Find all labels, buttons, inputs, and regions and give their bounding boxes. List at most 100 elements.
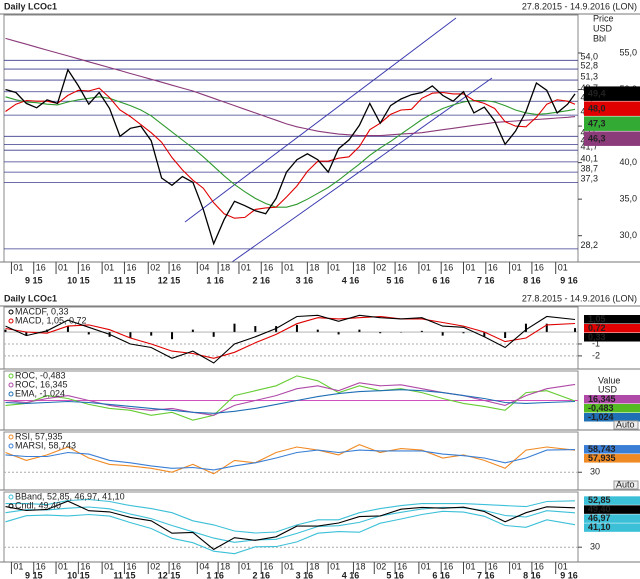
histogram-bar (233, 323, 236, 333)
histogram-bar (129, 332, 132, 338)
level-label: 37,3 (580, 174, 598, 184)
histogram-bar (420, 330, 423, 333)
x-month-label: 9 16 (560, 275, 578, 285)
value-tag (584, 116, 640, 131)
y-tick-label: 30,0 (619, 230, 637, 240)
histogram-bar (574, 328, 577, 333)
legend-label: RSI, 57,935 (15, 431, 63, 441)
value-tag (584, 514, 640, 523)
x-tick-label: 04 (199, 262, 209, 272)
histogram-bar (545, 323, 548, 333)
value-tag (584, 395, 640, 404)
x-tick-label: 04 (199, 561, 209, 571)
value-tag-label: -1,024 (588, 412, 614, 422)
histogram-bar (441, 332, 444, 336)
x-tick-label: 16 (263, 561, 273, 571)
histogram-bar (171, 332, 174, 340)
histogram-bar (66, 326, 69, 333)
auto-button (613, 420, 639, 430)
x-tick-label: 01 (558, 262, 568, 272)
series-line (5, 500, 576, 551)
series-line (5, 37, 576, 137)
x-tick-label: 01 (421, 262, 431, 272)
value-tag (584, 523, 640, 532)
x-tick-label: 01 (104, 561, 114, 571)
value-tag-label: 46,3 (588, 133, 606, 143)
y-tick-label: 40,0 (619, 157, 637, 167)
value-tag-label: 0,72 (588, 323, 606, 333)
histogram-bar (150, 332, 153, 336)
value-tag (584, 454, 640, 463)
x-tick-label: 16 (80, 561, 90, 571)
y-tick-label: 55,0 (619, 47, 637, 57)
value-tag (584, 404, 640, 413)
auto-button-label: Auto (616, 419, 635, 429)
x-tick-label: 01 (13, 262, 23, 272)
x-tick-label: 16 (443, 262, 453, 272)
histogram-bar (337, 332, 340, 335)
x-tick-label: 16 (126, 262, 136, 272)
histogram-bar (25, 332, 28, 336)
date-range: 27.8.2015 - 14.9.2016 (LON) (522, 293, 637, 303)
series-line (5, 444, 576, 475)
series-line (5, 510, 576, 555)
histogram-bar (316, 329, 319, 333)
x-tick-label: 02 (150, 561, 160, 571)
x-tick-label: 16 (171, 561, 181, 571)
x-month-label: 3 16 (296, 275, 314, 285)
value-tag-label: 16,345 (588, 394, 616, 404)
value-tag-label: 41,10 (588, 522, 611, 532)
value-tag-label: 49,40 (588, 504, 611, 514)
x-tick-label: 16 (534, 561, 544, 571)
value-tag-label: 57,935 (588, 453, 616, 463)
x-tick-label: 01 (421, 561, 431, 571)
y-axis-label: Bbl (593, 33, 606, 43)
y-tick-label: 35,0 (619, 194, 637, 204)
x-tick-label: 01 (330, 262, 340, 272)
value-tag (584, 505, 640, 514)
value-tag-label: -0,483 (588, 403, 614, 413)
histogram-bar (212, 332, 215, 337)
x-month-label: 6 16 (432, 275, 450, 285)
series-line (5, 449, 576, 471)
legend-label: Cndl, 49,40 (15, 500, 61, 510)
value-tag (584, 131, 640, 146)
series-line (5, 87, 576, 219)
legend-label: ROC, 16,345 (15, 379, 68, 389)
x-month-label: 5 16 (386, 275, 404, 285)
series-line (5, 68, 576, 246)
x-tick-label: 18 (309, 561, 319, 571)
value-tag-label: 49,4 (588, 88, 606, 98)
level-label: 52,8 (580, 60, 598, 70)
x-month-label: 1 16 (206, 275, 224, 285)
series-line (5, 314, 576, 364)
x-tick-label: 18 (355, 561, 365, 571)
x-tick-label: 18 (309, 262, 319, 272)
histogram-bar (191, 329, 194, 333)
value-tag (584, 101, 640, 116)
x-month-label: 1 16 (206, 570, 224, 579)
histogram-bar (295, 324, 298, 333)
x-month-label: 7 16 (477, 570, 495, 579)
x-tick-label: 01 (558, 561, 568, 571)
histogram-bar (358, 329, 361, 333)
x-tick-label: 16 (397, 262, 407, 272)
value-tag-label: 58,743 (588, 444, 616, 454)
y-tick-label: -2 (592, 350, 600, 360)
x-month-label: 2 16 (252, 570, 270, 579)
series-line (5, 96, 576, 208)
legend-label: MACDF, 0,33 (15, 306, 69, 316)
level-label: 51,3 (580, 71, 598, 81)
auto-button (613, 480, 639, 490)
series-line (5, 375, 576, 421)
legend-icon (8, 503, 14, 509)
channel-lower (231, 77, 493, 263)
panel-title: Daily LCOc1 (4, 1, 57, 11)
histogram-bar (524, 323, 527, 333)
auto-button-label: Auto (616, 479, 635, 489)
legend-label: ROC, -0,483 (15, 370, 66, 380)
x-tick-label: 16 (443, 561, 453, 571)
x-tick-label: 01 (241, 262, 251, 272)
level-label: 28,2 (580, 240, 598, 250)
